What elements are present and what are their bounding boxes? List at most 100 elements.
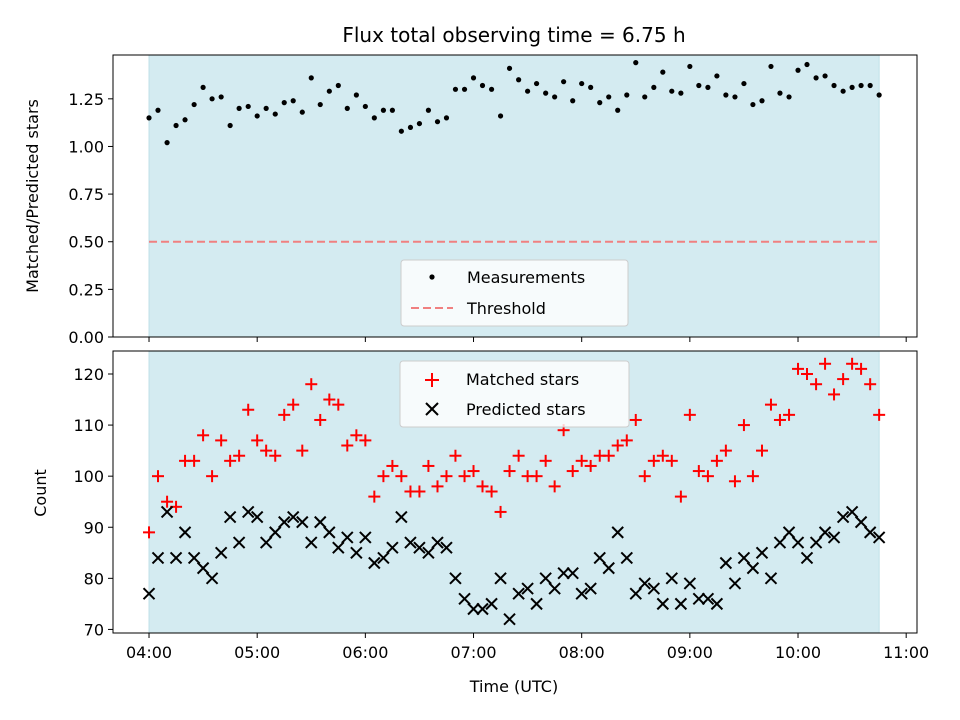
predicted-star-point: [314, 515, 327, 529]
bottom-ytick-label: 110: [73, 416, 104, 435]
legend-measurements-label: Measurements: [467, 268, 585, 287]
predicted-star-point: [259, 536, 273, 549]
measurement-point: [660, 69, 666, 75]
predicted-star-point: [629, 587, 642, 600]
matched-star-point: [819, 357, 832, 370]
predicted-star-point: [539, 572, 552, 585]
legend-matched-label: Matched stars: [466, 370, 579, 389]
bottom-xtick-label: 04:00: [126, 643, 172, 662]
measurement-point: [479, 82, 486, 89]
measurement-point: [263, 105, 269, 111]
legend-predicted-label: Predicted stars: [466, 400, 586, 419]
matched-star-point: [278, 408, 291, 421]
predicted-star-point: [359, 531, 372, 544]
matched-star-point: [449, 449, 462, 462]
predicted-star-point: [512, 587, 525, 600]
matched-star-point: [188, 454, 201, 467]
measurement-point: [218, 94, 224, 100]
measurement-point: [272, 111, 278, 117]
matched-star-point: [647, 454, 660, 467]
measurement-point: [561, 79, 567, 85]
predicted-star-point: [151, 551, 165, 565]
predicted-star-point: [269, 526, 282, 539]
matched-star-point: [161, 495, 174, 508]
measurement-point: [759, 98, 765, 104]
measurement-point: [443, 115, 450, 121]
matched-star-point: [251, 434, 264, 447]
matched-star-point: [224, 454, 237, 467]
measurement-point: [425, 107, 432, 113]
matched-star-point: [350, 429, 363, 442]
measurement-point: [606, 94, 612, 100]
matched-star-point: [864, 378, 877, 391]
predicted-star-point: [746, 561, 760, 575]
matched-star-point: [810, 378, 823, 391]
predicted-star-point: [548, 582, 561, 595]
measurement-point: [741, 80, 747, 87]
predicted-star-point: [557, 567, 570, 580]
matched-star-point: [855, 362, 868, 375]
predicted-star-point: [323, 526, 336, 539]
measurement-point: [299, 109, 305, 115]
matched-star-point: [755, 444, 768, 457]
top-ytick-label: 1.00: [68, 137, 104, 156]
predicted-star-point: [665, 572, 678, 585]
measurement-point: [795, 67, 801, 73]
bottom-legend: Matched stars Predicted stars: [399, 360, 630, 428]
measurement-point: [588, 84, 594, 90]
predicted-star-point: [818, 526, 832, 539]
measurement-point: [155, 107, 161, 113]
predicted-star-point: [341, 531, 354, 544]
measurement-point: [804, 61, 810, 68]
measurement-point: [533, 80, 540, 87]
predicted-star-point: [602, 561, 615, 575]
predicted-star-point: [494, 572, 507, 585]
matched-star-point: [837, 373, 850, 386]
predicted-star-point: [187, 551, 201, 565]
measurement-point: [786, 94, 792, 100]
predicted-star-point: [286, 510, 300, 524]
predicted-star-point: [872, 531, 886, 544]
matched-star-point: [341, 439, 354, 452]
matched-star-point: [710, 454, 723, 467]
matched-star-point: [674, 490, 687, 503]
predicted-star-point: [674, 597, 688, 611]
bottom-y-ticks: 70 80 90 100 110 120: [73, 365, 113, 639]
measurement-points: [146, 60, 882, 146]
measurement-point: [146, 115, 152, 121]
matched-star-point: [728, 475, 741, 488]
matched-star-point: [683, 408, 696, 421]
matched-star-point: [422, 459, 435, 472]
predicted-star-point: [683, 577, 697, 590]
matched-star-point: [233, 449, 246, 462]
predicted-star-point: [728, 577, 742, 590]
measurement-point: [777, 90, 783, 96]
matched-star-point: [566, 465, 579, 478]
predicted-star-point: [485, 597, 498, 611]
matched-star-point: [611, 439, 624, 452]
bottom-ytick-label: 120: [73, 365, 104, 384]
top-legend: Measurements Threshold: [400, 259, 629, 327]
measurement-point: [434, 119, 441, 125]
legend-predicted-marker: [425, 402, 439, 416]
bottom-ytick-label: 80: [84, 569, 104, 588]
predicted-star-point: [710, 597, 724, 611]
predicted-star-point: [196, 561, 210, 575]
top-ytick-label: 0.50: [68, 233, 104, 252]
predicted-star-point: [764, 572, 778, 585]
matched-star-point: [575, 454, 588, 467]
matched-star-point: [846, 357, 859, 370]
matched-star-point: [143, 526, 156, 539]
measurement-point: [281, 100, 287, 106]
measurement-point: [209, 96, 215, 102]
matched-star-point: [783, 408, 796, 421]
measurement-point: [687, 63, 693, 70]
measurement-point: [335, 82, 341, 89]
matched-star-point: [413, 485, 426, 498]
measurement-point: [831, 82, 837, 89]
matched-star-point: [548, 480, 561, 493]
measurement-point: [552, 94, 558, 100]
matched-star-point: [512, 449, 525, 462]
matched-star-point: [792, 362, 805, 375]
